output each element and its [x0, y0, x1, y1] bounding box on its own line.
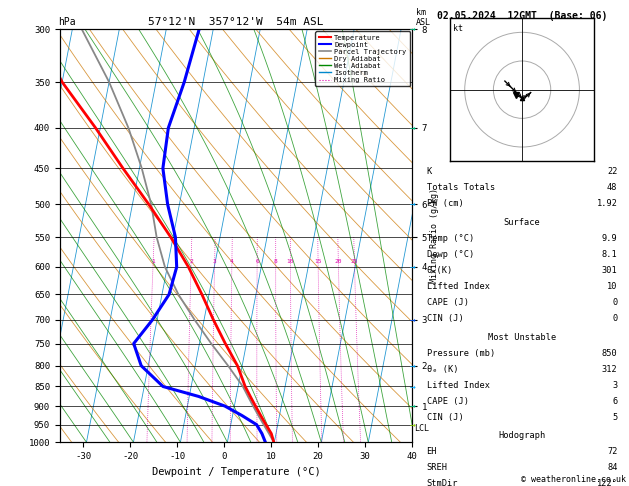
Text: θₑ(K): θₑ(K)	[426, 266, 453, 275]
Text: 1.92: 1.92	[596, 199, 618, 208]
Text: →: →	[409, 123, 415, 133]
Text: →: →	[409, 315, 415, 325]
Text: 3: 3	[612, 381, 618, 390]
Text: hPa: hPa	[58, 17, 75, 27]
Text: 6: 6	[255, 259, 259, 264]
Text: →: →	[409, 24, 415, 34]
Text: CIN (J): CIN (J)	[426, 314, 464, 323]
Text: EH: EH	[426, 447, 437, 456]
Text: θₑ (K): θₑ (K)	[426, 364, 458, 374]
Text: →: →	[409, 361, 415, 371]
Text: 72: 72	[607, 447, 618, 456]
Text: 0: 0	[612, 298, 618, 307]
Text: →: →	[409, 401, 415, 411]
Text: 15: 15	[314, 259, 322, 264]
Text: Lifted Index: Lifted Index	[426, 282, 489, 291]
Text: © weatheronline.co.uk: © weatheronline.co.uk	[521, 474, 626, 484]
Text: 850: 850	[602, 348, 618, 358]
Text: SREH: SREH	[426, 463, 448, 472]
Text: 301: 301	[602, 266, 618, 275]
Text: 10: 10	[607, 282, 618, 291]
Text: CAPE (J): CAPE (J)	[426, 397, 469, 406]
Text: 48: 48	[607, 183, 618, 192]
Text: 02.05.2024  12GMT  (Base: 06): 02.05.2024 12GMT (Base: 06)	[437, 11, 607, 21]
Text: PW (cm): PW (cm)	[426, 199, 464, 208]
Text: 22: 22	[607, 167, 618, 176]
Text: 6: 6	[612, 397, 618, 406]
Text: CIN (J): CIN (J)	[426, 413, 464, 422]
Text: Most Unstable: Most Unstable	[488, 332, 556, 342]
Text: CAPE (J): CAPE (J)	[426, 298, 469, 307]
Text: Dewp (°C): Dewp (°C)	[426, 250, 474, 259]
Text: 10: 10	[287, 259, 294, 264]
Text: 8.1: 8.1	[602, 250, 618, 259]
Text: →: →	[409, 382, 415, 392]
Text: 8: 8	[274, 259, 277, 264]
Legend: Temperature, Dewpoint, Parcel Trajectory, Dry Adiabat, Wet Adiabat, Isotherm, Mi: Temperature, Dewpoint, Parcel Trajectory…	[315, 31, 410, 87]
Text: 312: 312	[602, 364, 618, 374]
Text: 122°: 122°	[596, 479, 618, 486]
Text: 1: 1	[152, 259, 155, 264]
Text: 84: 84	[607, 463, 618, 472]
Text: K: K	[426, 167, 432, 176]
Text: Surface: Surface	[504, 218, 540, 227]
Text: 25: 25	[350, 259, 358, 264]
Text: →: →	[409, 199, 415, 209]
Text: kt: kt	[454, 24, 463, 33]
X-axis label: Dewpoint / Temperature (°C): Dewpoint / Temperature (°C)	[152, 467, 320, 477]
Text: Hodograph: Hodograph	[498, 431, 546, 440]
Text: LCL: LCL	[414, 424, 429, 433]
Title: 57°12'N  357°12'W  54m ASL: 57°12'N 357°12'W 54m ASL	[148, 17, 324, 27]
Text: 9.9: 9.9	[602, 234, 618, 243]
Text: km
ASL: km ASL	[416, 8, 430, 27]
Text: Lifted Index: Lifted Index	[426, 381, 489, 390]
Text: →: →	[409, 419, 415, 430]
Text: Mixing Ratio (g/kg): Mixing Ratio (g/kg)	[430, 188, 438, 283]
Text: 5: 5	[612, 413, 618, 422]
Text: Totals Totals: Totals Totals	[426, 183, 495, 192]
Text: 0: 0	[612, 314, 618, 323]
Text: Pressure (mb): Pressure (mb)	[426, 348, 495, 358]
Text: 3: 3	[213, 259, 216, 264]
Text: Temp (°C): Temp (°C)	[426, 234, 474, 243]
Text: →: →	[409, 262, 415, 272]
Text: 4: 4	[230, 259, 234, 264]
Text: StmDir: StmDir	[426, 479, 458, 486]
Text: 20: 20	[335, 259, 342, 264]
Text: 2: 2	[189, 259, 193, 264]
